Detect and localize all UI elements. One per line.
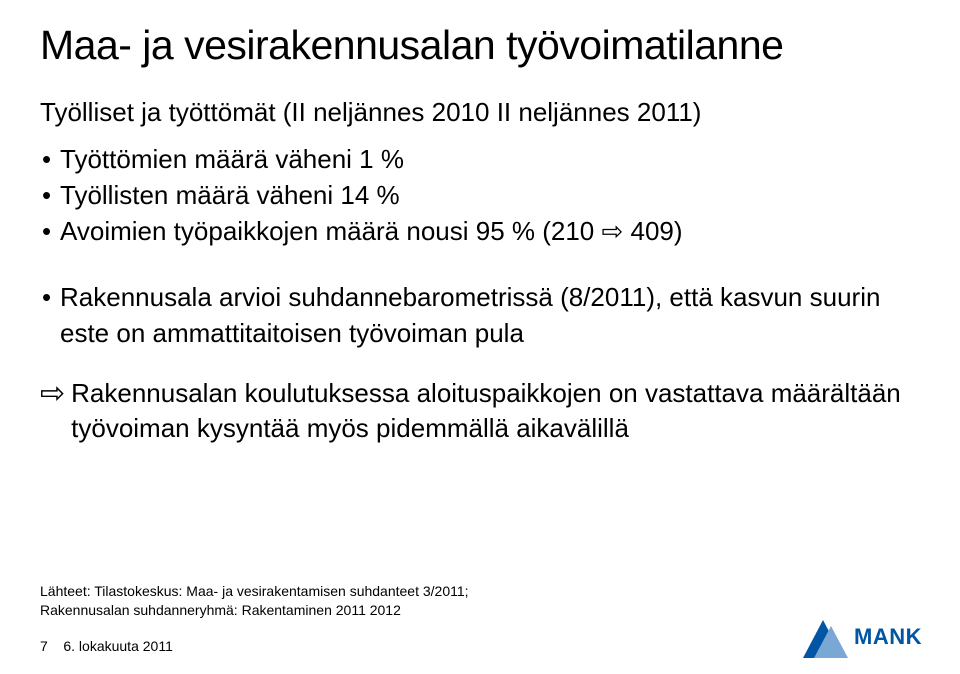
slide-subtitle: Työlliset ja työttömät (II neljännes 201…	[40, 97, 920, 128]
source-line: Rakennusalan suhdanneryhmä: Rakentaminen…	[40, 601, 469, 620]
arrow-point: ⇨ Rakennusalan koulutuksessa aloituspaik…	[40, 376, 920, 448]
bullet-list-top: Työttömien määrä väheni 1 % Työllisten m…	[42, 142, 920, 250]
slide-footer: 7 6. lokakuuta 2011	[40, 638, 173, 654]
source-line: Lähteet: Tilastokeskus: Maa- ja vesirake…	[40, 582, 469, 601]
page-number: 7	[40, 638, 48, 654]
list-item: Avoimien työpaikkojen määrä nousi 95 % (…	[42, 214, 920, 250]
brand-logo: MANK	[800, 616, 922, 658]
sources-block: Lähteet: Tilastokeskus: Maa- ja vesirake…	[40, 582, 469, 620]
arrow-right-icon: ⇨	[40, 376, 65, 412]
list-item: Rakennusala arvioi suhdannebarometrissä …	[42, 280, 920, 352]
list-item: Työllisten määrä väheni 14 %	[42, 178, 920, 214]
logo-mark-icon	[800, 616, 848, 658]
bullet-list-main: Rakennusala arvioi suhdannebarometrissä …	[42, 280, 920, 352]
slide: Maa- ja vesirakennusalan työvoimatilanne…	[0, 0, 960, 674]
logo-text: MANK	[854, 624, 922, 650]
slide-title: Maa- ja vesirakennusalan työvoimatilanne	[40, 22, 920, 69]
arrow-point-text: Rakennusalan koulutuksessa aloituspaikko…	[71, 376, 920, 448]
list-item: Työttömien määrä väheni 1 %	[42, 142, 920, 178]
footer-date: 6. lokakuuta 2011	[63, 638, 173, 654]
